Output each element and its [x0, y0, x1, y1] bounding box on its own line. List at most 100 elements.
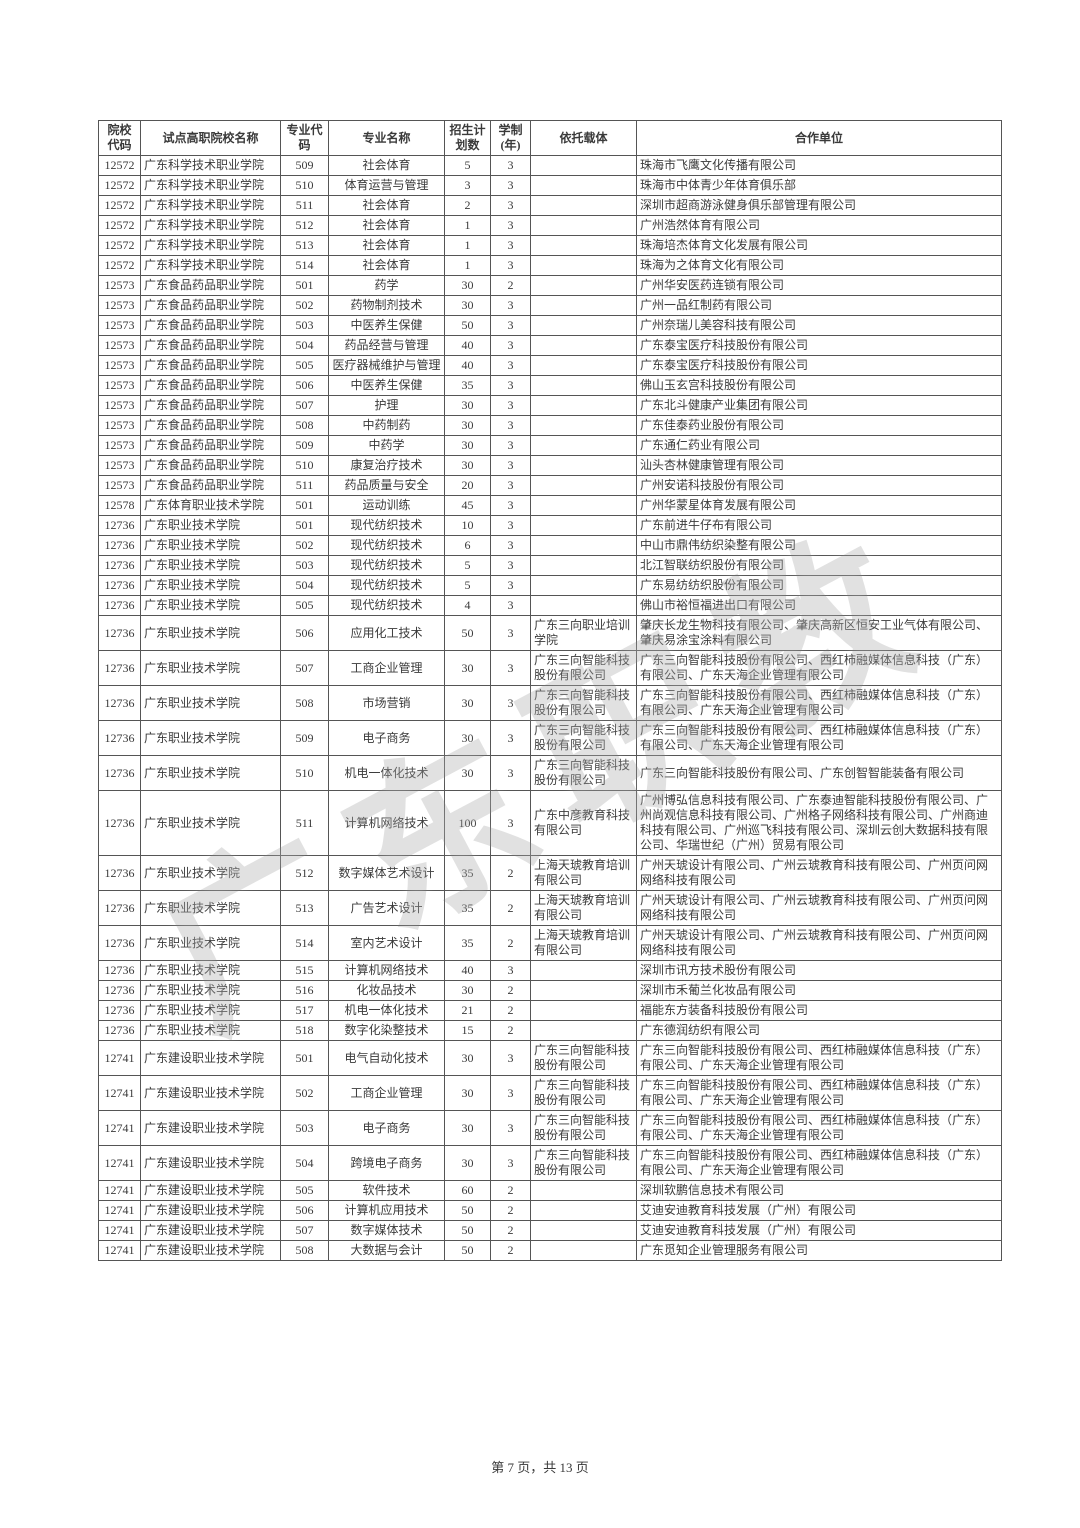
cell-code: 12741 — [99, 1146, 141, 1181]
cell-major_code: 508 — [281, 416, 329, 436]
table-row: 12741广东建设职业技术学院506计算机应用技术502艾迪安迪教育科技发展（广… — [99, 1201, 1002, 1221]
cell-partner: 广东泰宝医疗科技股份有限公司 — [637, 356, 1002, 376]
page-footer: 第 7 页，共 13 页 — [0, 1457, 1080, 1476]
col-header-plan: 招生计划数 — [445, 121, 491, 156]
cell-major_code: 504 — [281, 336, 329, 356]
cell-major_code: 511 — [281, 791, 329, 856]
cell-partner: 广东三向智能科技股份有限公司、西红柿融媒体信息科技（广东）有限公司、广东天海企业… — [637, 1146, 1002, 1181]
table-row: 12741广东建设职业技术学院503电子商务303广东三向智能科技股份有限公司广… — [99, 1111, 1002, 1146]
cell-partner: 广东三向智能科技股份有限公司、西红柿融媒体信息科技（广东）有限公司、广东天海企业… — [637, 1076, 1002, 1111]
cell-years: 2 — [491, 926, 531, 961]
cell-major_code: 504 — [281, 1146, 329, 1181]
cell-school: 广东职业技术学院 — [141, 576, 281, 596]
cell-school: 广东职业技术学院 — [141, 791, 281, 856]
cell-code: 12736 — [99, 856, 141, 891]
cell-plan: 30 — [445, 416, 491, 436]
cell-carrier — [531, 416, 637, 436]
cell-years: 2 — [491, 1181, 531, 1201]
cell-major_code: 513 — [281, 236, 329, 256]
cell-years: 3 — [491, 791, 531, 856]
cell-carrier — [531, 276, 637, 296]
cell-school: 广东职业技术学院 — [141, 891, 281, 926]
cell-partner: 广东三向智能科技股份有限公司、西红柿融媒体信息科技（广东）有限公司、广东天海企业… — [637, 1111, 1002, 1146]
table-row: 12736广东职业技术学院512数字媒体艺术设计352上海天琥教育培训有限公司广… — [99, 856, 1002, 891]
cell-partner: 肇庆长龙生物科技有限公司、肇庆高新区恒安工业气体有限公司、肇庆易涂宝涂料有限公司 — [637, 616, 1002, 651]
table-row: 12741广东建设职业技术学院507数字媒体技术502艾迪安迪教育科技发展（广州… — [99, 1221, 1002, 1241]
cell-plan: 35 — [445, 891, 491, 926]
cell-school: 广东职业技术学院 — [141, 756, 281, 791]
cell-major_code: 510 — [281, 456, 329, 476]
cell-carrier — [531, 981, 637, 1001]
cell-code: 12573 — [99, 376, 141, 396]
cell-years: 3 — [491, 196, 531, 216]
cell-code: 12736 — [99, 516, 141, 536]
cell-plan: 10 — [445, 516, 491, 536]
cell-major_name: 电子商务 — [329, 721, 445, 756]
cell-carrier — [531, 216, 637, 236]
cell-years: 3 — [491, 416, 531, 436]
page: 广东职教 院校代码试点高职院校名称专业代码专业名称招生计划数学制(年)依托载体合… — [0, 0, 1080, 1528]
cell-carrier — [531, 316, 637, 336]
cell-major_code: 514 — [281, 256, 329, 276]
cell-major_name: 数字化染整技术 — [329, 1021, 445, 1041]
cell-years: 2 — [491, 981, 531, 1001]
cell-major_name: 跨境电子商务 — [329, 1146, 445, 1181]
table-row: 12572广东科学技术职业学院511社会体育23深圳市超商游泳健身俱乐部管理有限… — [99, 196, 1002, 216]
cell-school: 广东科学技术职业学院 — [141, 256, 281, 276]
cell-plan: 50 — [445, 1221, 491, 1241]
enrollment-table: 院校代码试点高职院校名称专业代码专业名称招生计划数学制(年)依托载体合作单位 1… — [98, 120, 1002, 1261]
cell-school: 广东建设职业技术学院 — [141, 1201, 281, 1221]
cell-major_name: 工商企业管理 — [329, 1076, 445, 1111]
cell-code: 12573 — [99, 456, 141, 476]
cell-years: 3 — [491, 721, 531, 756]
cell-years: 3 — [491, 1111, 531, 1146]
cell-school: 广东建设职业技术学院 — [141, 1221, 281, 1241]
cell-plan: 30 — [445, 1041, 491, 1076]
cell-plan: 50 — [445, 616, 491, 651]
cell-partner: 珠海培杰体育文化发展有限公司 — [637, 236, 1002, 256]
table-header: 院校代码试点高职院校名称专业代码专业名称招生计划数学制(年)依托载体合作单位 — [99, 121, 1002, 156]
cell-years: 3 — [491, 616, 531, 651]
cell-plan: 20 — [445, 476, 491, 496]
cell-school: 广东食品药品职业学院 — [141, 316, 281, 336]
cell-code: 12573 — [99, 316, 141, 336]
cell-major_name: 市场营销 — [329, 686, 445, 721]
table-row: 12573广东食品药品职业学院510康复治疗技术303汕头杏林健康管理有限公司 — [99, 456, 1002, 476]
cell-school: 广东职业技术学院 — [141, 536, 281, 556]
cell-plan: 35 — [445, 376, 491, 396]
cell-code: 12741 — [99, 1201, 141, 1221]
cell-major_name: 计算机网络技术 — [329, 791, 445, 856]
cell-carrier: 广东三向智能科技股份有限公司 — [531, 756, 637, 791]
cell-major_code: 507 — [281, 396, 329, 416]
cell-plan: 30 — [445, 651, 491, 686]
cell-school: 广东职业技术学院 — [141, 981, 281, 1001]
cell-code: 12736 — [99, 1021, 141, 1041]
cell-school: 广东职业技术学院 — [141, 961, 281, 981]
cell-plan: 30 — [445, 1076, 491, 1111]
table-row: 12736广东职业技术学院502现代纺织技术63中山市鼎伟纺织染整有限公司 — [99, 536, 1002, 556]
cell-major_name: 护理 — [329, 396, 445, 416]
cell-code: 12573 — [99, 396, 141, 416]
table-row: 12736广东职业技术学院513广告艺术设计352上海天琥教育培训有限公司广州天… — [99, 891, 1002, 926]
cell-code: 12741 — [99, 1041, 141, 1076]
cell-partner: 广东德润纺织有限公司 — [637, 1021, 1002, 1041]
cell-major_code: 508 — [281, 1241, 329, 1261]
table-row: 12736广东职业技术学院515计算机网络技术403深圳市讯方技术股份有限公司 — [99, 961, 1002, 981]
cell-major_name: 计算机应用技术 — [329, 1201, 445, 1221]
cell-major_code: 508 — [281, 686, 329, 721]
cell-partner: 艾迪安迪教育科技发展（广州）有限公司 — [637, 1221, 1002, 1241]
cell-major_name: 现代纺织技术 — [329, 576, 445, 596]
cell-school: 广东建设职业技术学院 — [141, 1041, 281, 1076]
cell-plan: 30 — [445, 721, 491, 756]
cell-partner: 广东佳泰药业股份有限公司 — [637, 416, 1002, 436]
cell-code: 12573 — [99, 476, 141, 496]
cell-school: 广东职业技术学院 — [141, 1021, 281, 1041]
cell-partner: 广州天琥设计有限公司、广州云琥教育科技有限公司、广州页问网网络科技有限公司 — [637, 891, 1002, 926]
cell-plan: 50 — [445, 1201, 491, 1221]
cell-major_name: 数字媒体技术 — [329, 1221, 445, 1241]
cell-major_name: 工商企业管理 — [329, 651, 445, 686]
cell-major_name: 中医养生保健 — [329, 316, 445, 336]
cell-years: 3 — [491, 216, 531, 236]
cell-carrier — [531, 256, 637, 276]
cell-carrier: 广东三向智能科技股份有限公司 — [531, 686, 637, 721]
